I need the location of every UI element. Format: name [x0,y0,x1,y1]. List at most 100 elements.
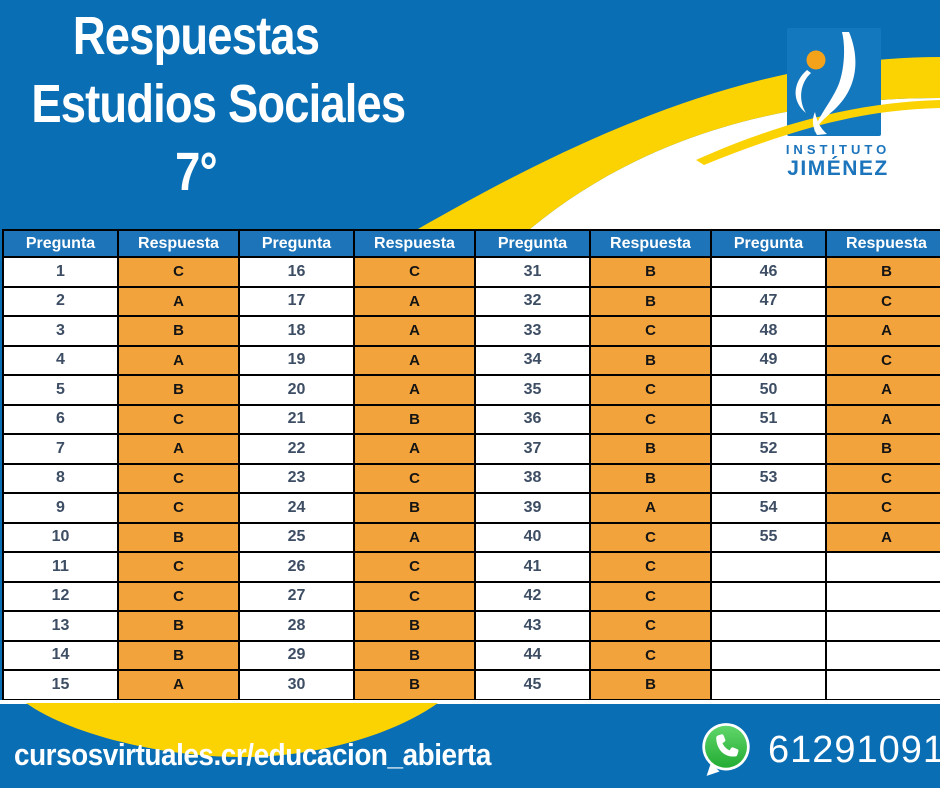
table-row: 41 C [474,551,712,583]
answer-letter-cell: B [589,285,712,317]
question-number-cell: 30 [238,669,355,701]
whatsapp-bubble-tail [706,762,720,776]
whatsapp-green-circle [705,725,747,768]
table-row: 27 C [238,580,476,612]
table-row [710,639,940,671]
answer-letter-cell: C [353,462,476,494]
respuesta-header: Respuesta [589,229,712,258]
logo-j-stroke [814,32,856,132]
answer-letter-cell: C [117,403,240,435]
table-row [710,580,940,612]
question-number-cell: 20 [238,374,355,406]
answer-letter-cell: C [589,403,712,435]
pregunta-header: Pregunta [2,229,119,258]
answer-letter-cell: C [825,462,940,494]
answer-letter-cell: A [353,344,476,376]
empty-cell [710,669,827,701]
table-row: 21 B [238,403,476,435]
empty-cell [710,639,827,671]
answer-letter-cell: C [589,610,712,642]
whatsapp-handset-glyph [716,734,739,757]
question-number-cell: 43 [474,610,591,642]
pregunta-header: Pregunta [238,229,355,258]
table-row: 45 B [474,669,712,701]
answer-letter-cell: A [825,403,940,435]
table-row: 34 B [474,344,712,376]
question-number-cell: 36 [474,403,591,435]
table-row: 29 B [238,639,476,671]
table-row [710,551,940,583]
question-number-cell: 49 [710,344,827,376]
table-row: 17 A [238,285,476,317]
question-number-cell: 44 [474,639,591,671]
answer-letter-cell: B [353,492,476,524]
table-row: 51 A [710,403,940,435]
answer-letter-cell: B [589,669,712,701]
answer-letter-cell: B [589,433,712,465]
answer-letter-cell: B [825,256,940,288]
question-number-cell: 47 [710,285,827,317]
table-row: 50 A [710,374,940,406]
table-row: 31 B [474,256,712,288]
table-row: 39 A [474,492,712,524]
answer-letter-cell: A [353,374,476,406]
table-row: 48 A [710,315,940,347]
answer-letter-cell: B [353,610,476,642]
question-number-cell: 27 [238,580,355,612]
table-row: 46 B [710,256,940,288]
question-number-cell: 14 [2,639,119,671]
table-row: 26 C [238,551,476,583]
empty-cell [825,639,940,671]
question-number-cell: 24 [238,492,355,524]
answer-block: Pregunta Respuesta 31 B 32 B 33 C 34 B 35 C 36 C 37 B 38… [474,229,712,701]
question-number-cell: 53 [710,462,827,494]
answer-letter-cell: B [117,610,240,642]
table-row: 53 C [710,462,940,494]
answer-letter-cell: A [825,315,940,347]
table-row: 40 C [474,521,712,553]
answer-letter-cell: A [589,492,712,524]
question-number-cell: 55 [710,521,827,553]
answer-letter-cell: C [589,374,712,406]
table-row: 24 B [238,492,476,524]
empty-cell [710,551,827,583]
answer-letter-cell: C [353,551,476,583]
empty-cell [825,551,940,583]
table-row: 12 C [2,580,240,612]
whatsapp-contact: 61291091 [700,722,940,778]
website-link-text: cursosvirtuales.cr/educacion_abierta [14,737,491,772]
answer-letter-cell: C [589,639,712,671]
table-row: 23 C [238,462,476,494]
answer-letter-cell: A [353,521,476,553]
question-number-cell: 23 [238,462,355,494]
answer-letter-cell: B [353,403,476,435]
table-row: 49 C [710,344,940,376]
question-number-cell: 31 [474,256,591,288]
answer-letter-cell: A [117,433,240,465]
question-number-cell: 46 [710,256,827,288]
answer-letter-cell: C [589,521,712,553]
answer-letter-cell: C [353,580,476,612]
table-row: 18 A [238,315,476,347]
answer-letter-cell: C [589,551,712,583]
empty-cell [710,610,827,642]
table-row: 14 B [2,639,240,671]
answer-letter-cell: A [825,521,940,553]
question-number-cell: 37 [474,433,591,465]
question-number-cell: 32 [474,285,591,317]
answer-letter-cell: C [353,256,476,288]
question-number-cell: 18 [238,315,355,347]
empty-cell [710,580,827,612]
answer-letter-cell: A [825,374,940,406]
answer-letter-cell: A [117,344,240,376]
question-number-cell: 45 [474,669,591,701]
question-number-cell: 1 [2,256,119,288]
table-row: 54 C [710,492,940,524]
title-line-2: Estudios Sociales [31,74,406,134]
question-number-cell: 40 [474,521,591,553]
